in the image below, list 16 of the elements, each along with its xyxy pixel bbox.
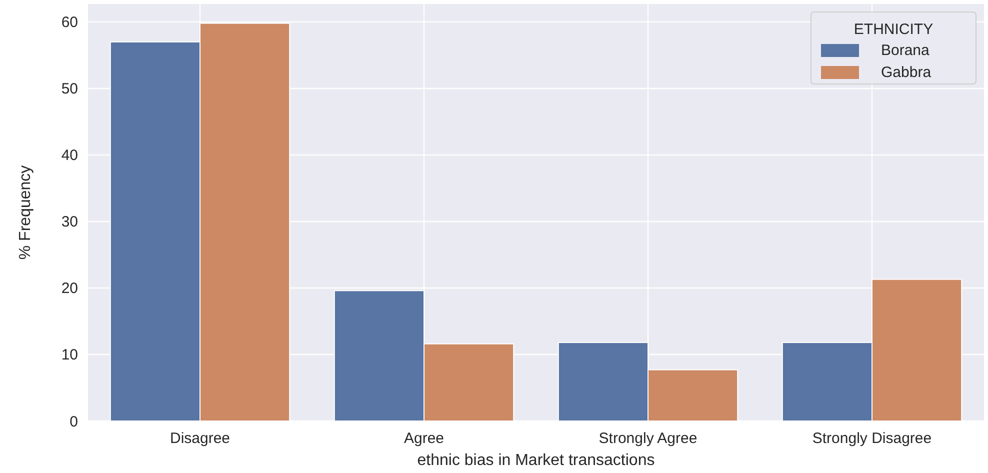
legend-label: Gabbra — [881, 64, 932, 81]
x-tick-label: Agree — [404, 430, 444, 447]
x-tick-label: Strongly Agree — [598, 430, 698, 447]
legend-label: Borana — [881, 42, 930, 59]
legend-title: ETHNICITY — [854, 21, 934, 38]
y-tick-label: 30 — [61, 214, 78, 231]
y-tick-label: 0 — [70, 413, 78, 430]
y-tick-label: 60 — [61, 14, 78, 32]
x-tick-label: Disagree — [170, 430, 230, 447]
y-axis-title: % Frequency — [17, 165, 34, 260]
y-tick-label: 10 — [61, 346, 78, 364]
x-axis-title: ethnic bias in Market transactions — [417, 452, 655, 469]
x-tick-label: Strongly Disagree — [812, 430, 932, 447]
y-tick-label: 50 — [61, 80, 78, 98]
y-tick-label: 20 — [61, 280, 78, 298]
y-tick-label: 40 — [61, 147, 78, 164]
